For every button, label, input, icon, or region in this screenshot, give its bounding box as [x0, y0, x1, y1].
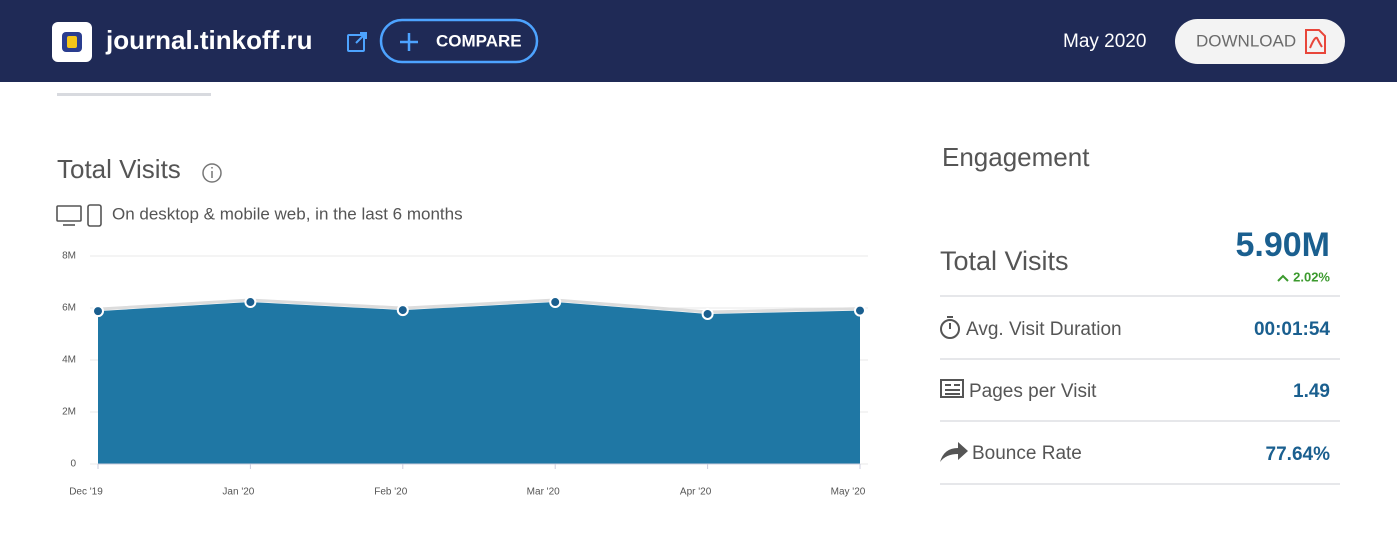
download-button[interactable]	[1175, 19, 1345, 64]
row-divider	[940, 358, 1340, 360]
row-divider	[940, 295, 1340, 297]
row-divider	[940, 483, 1340, 485]
area-outline	[97, 298, 861, 314]
total-visits-label: Total Visits	[940, 246, 1069, 276]
x-tick-label: Apr '20	[680, 487, 712, 498]
report-date: May 2020	[1063, 31, 1146, 52]
engagement-title: Engagement	[942, 142, 1090, 172]
pdf-icon	[1305, 29, 1326, 54]
data-point	[701, 307, 714, 320]
x-tick-label: Feb '20	[374, 487, 407, 498]
total-visits-value: 5.90M	[1236, 226, 1331, 264]
stopwatch-icon	[940, 316, 960, 339]
logo-mark	[67, 36, 77, 48]
compare-plus	[400, 33, 418, 51]
panel-subtitle: On desktop & mobile web, in the last 6 m…	[112, 204, 463, 223]
x-tick-label: Mar '20	[527, 487, 560, 498]
y-tick-label: 6M	[62, 303, 76, 314]
data-point	[549, 296, 562, 309]
header-bar	[0, 0, 1397, 82]
site-name: journal.tinkoff.ru	[105, 25, 313, 55]
compare-button[interactable]	[379, 18, 539, 64]
y-tick-label: 2M	[62, 407, 76, 418]
row-value: 77.64%	[1266, 444, 1331, 465]
y-tick-label: 0	[70, 459, 76, 470]
x-tick-label: May '20	[831, 487, 866, 498]
area	[98, 302, 860, 464]
total-visits-change: 2.02%	[1293, 269, 1330, 284]
row-label: Pages per Visit	[969, 381, 1097, 402]
external-link-icon[interactable]	[347, 32, 367, 52]
compare-label[interactable]: COMPARE	[436, 31, 522, 50]
data-point	[854, 304, 866, 317]
row-label: Avg. Visit Duration	[966, 319, 1122, 340]
row-value: 00:01:54	[1254, 319, 1330, 340]
row-value: 1.49	[1293, 381, 1330, 402]
row-label: Bounce Rate	[972, 443, 1082, 464]
download-label[interactable]: DOWNLOAD	[1196, 31, 1296, 50]
pages-icon	[940, 379, 964, 398]
data-point	[396, 304, 409, 317]
y-tick-label: 4M	[62, 355, 76, 366]
row-divider	[940, 420, 1340, 422]
data-point	[92, 305, 104, 318]
info-icon[interactable]	[202, 163, 222, 183]
x-tick-label: Jan '20	[222, 487, 254, 498]
data-point	[244, 296, 257, 309]
chart: 0 2M 4M 6M 8M Dec '19 Jan '20 Feb '20 Mar '20 Apr…	[62, 251, 868, 498]
y-tick-label: 8M	[62, 251, 76, 262]
tab-underline	[57, 93, 211, 96]
device-icons	[56, 204, 102, 227]
x-tick-label: Dec '19	[69, 487, 103, 498]
change-arrow	[1277, 274, 1289, 282]
panel-title: Total Visits	[57, 154, 181, 184]
bounce-icon	[940, 442, 968, 462]
